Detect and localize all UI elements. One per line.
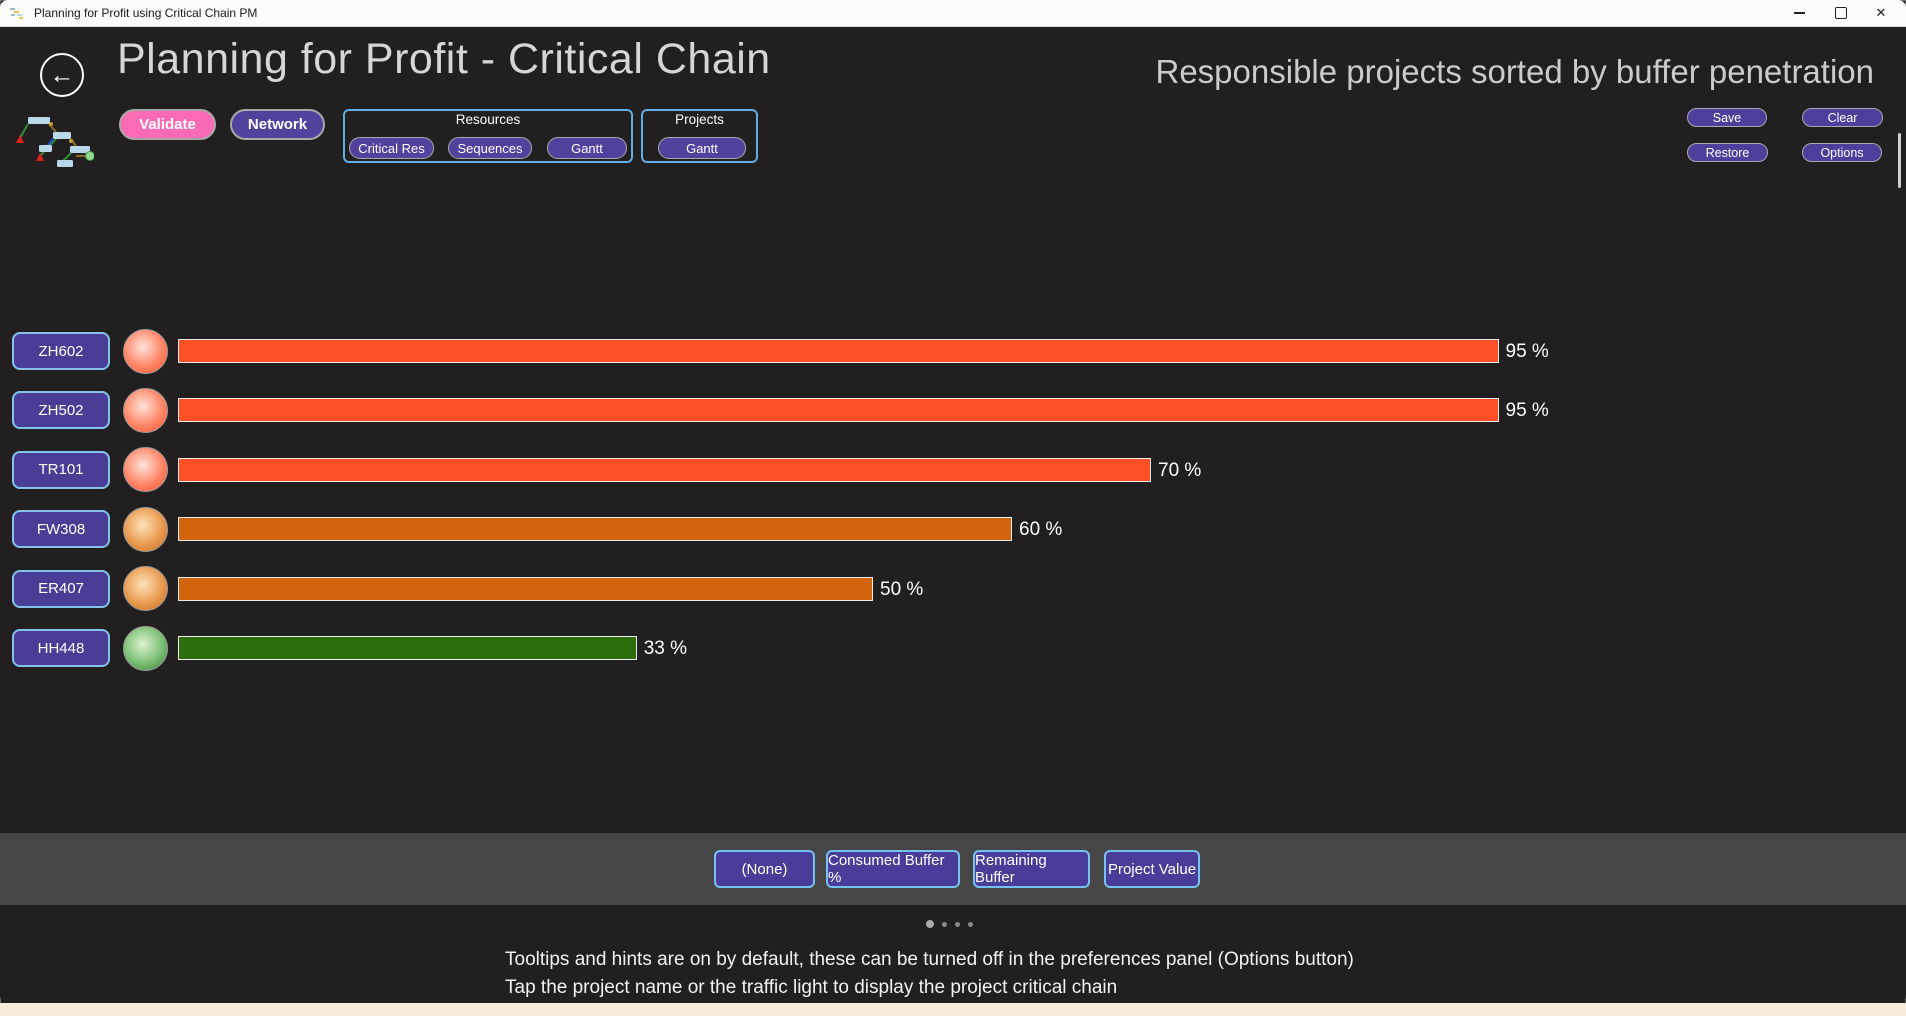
sequences-button[interactable]: Sequences (448, 137, 532, 159)
bar-value-label: 95 % (1505, 341, 1549, 362)
page-dot-2[interactable] (955, 921, 960, 927)
page-title: Planning for Profit - Critical Chain (117, 35, 771, 83)
sort-none-button[interactable]: (None) (714, 850, 815, 888)
close-button[interactable]: ✕ (1860, 0, 1902, 26)
bar-value-label: 60 % (1019, 519, 1063, 541)
page-indicator (926, 917, 973, 931)
traffic-light-green[interactable] (123, 625, 168, 671)
buffer-penetration-bar (178, 517, 1012, 542)
project-button-ZH602[interactable]: ZH602 (12, 332, 110, 370)
close-icon: ✕ (1875, 5, 1887, 20)
traffic-light-orange[interactable] (123, 566, 168, 612)
project-button-TR101[interactable]: TR101 (12, 450, 110, 489)
minimize-icon (1793, 12, 1805, 14)
page-dot-1[interactable] (942, 921, 947, 927)
resources-group: Resources Critical Res Sequences Gantt (343, 109, 633, 163)
validate-button[interactable]: Validate (119, 109, 216, 140)
app-icon (10, 8, 23, 19)
buffer-penetration-bar (178, 576, 873, 601)
page-dot-3[interactable] (968, 921, 973, 927)
vertical-scrollbar-thumb[interactable] (1898, 133, 1901, 188)
bar-value-label: 95 % (1505, 400, 1549, 422)
clear-button[interactable]: Clear (1802, 108, 1883, 127)
project-button-ER407[interactable]: ER407 (12, 569, 110, 608)
back-button[interactable]: ← (40, 53, 84, 97)
critical-res-button[interactable]: Critical Res (349, 137, 434, 159)
back-arrow-icon: ← (49, 60, 75, 89)
window-title: Planning for Profit using Critical Chain… (34, 6, 258, 20)
save-button[interactable]: Save (1687, 108, 1767, 127)
maximize-icon (1835, 7, 1847, 19)
window-titlebar: Planning for Profit using Critical Chain… (0, 0, 1906, 27)
page-dot-0[interactable] (926, 920, 934, 928)
app-surface: ← Planning for Profit - Critical Chain R… (0, 27, 1906, 1005)
traffic-light-red[interactable] (123, 387, 168, 433)
background-window-strip (0, 1003, 1906, 1016)
resources-gantt-button[interactable]: Gantt (547, 137, 627, 159)
hint-line-2: Tap the project name or the traffic ligh… (505, 977, 1118, 998)
traffic-light-orange[interactable] (123, 506, 168, 552)
chart-title: Responsible projects sorted by buffer pe… (1155, 53, 1875, 90)
network-logo-icon (16, 117, 94, 167)
project-button-HH448[interactable]: HH448 (12, 629, 110, 667)
restore-button[interactable]: Restore (1687, 143, 1768, 162)
maximize-button[interactable] (1820, 0, 1862, 26)
hint-line-1: Tooltips and hints are on by default, th… (505, 949, 1354, 970)
project-button-FW308[interactable]: FW308 (12, 510, 110, 549)
sort-consumed-buffer-button[interactable]: Consumed Buffer % (826, 850, 960, 888)
buffer-penetration-bar (178, 339, 1499, 363)
project-button-ZH502[interactable]: ZH502 (12, 391, 110, 430)
projects-group-label: Projects (675, 112, 724, 127)
options-button[interactable]: Options (1802, 143, 1882, 162)
buffer-penetration-bar (178, 636, 637, 660)
traffic-light-red[interactable] (123, 328, 168, 374)
buffer-penetration-bar (178, 398, 1499, 423)
bar-value-label: 50 % (880, 578, 924, 600)
projects-group: Projects Gantt (641, 109, 758, 163)
network-button[interactable]: Network (230, 109, 325, 140)
projects-gantt-button[interactable]: Gantt (658, 137, 746, 159)
buffer-penetration-bar (178, 457, 1151, 482)
traffic-light-red[interactable] (123, 447, 168, 493)
bar-value-label: 33 % (643, 638, 687, 659)
minimize-button[interactable] (1778, 0, 1820, 26)
sort-project-value-button[interactable]: Project Value (1104, 850, 1200, 888)
bar-value-label: 70 % (1158, 459, 1202, 481)
sort-remaining-buffer-button[interactable]: Remaining Buffer (973, 850, 1090, 888)
resources-group-label: Resources (455, 112, 521, 127)
